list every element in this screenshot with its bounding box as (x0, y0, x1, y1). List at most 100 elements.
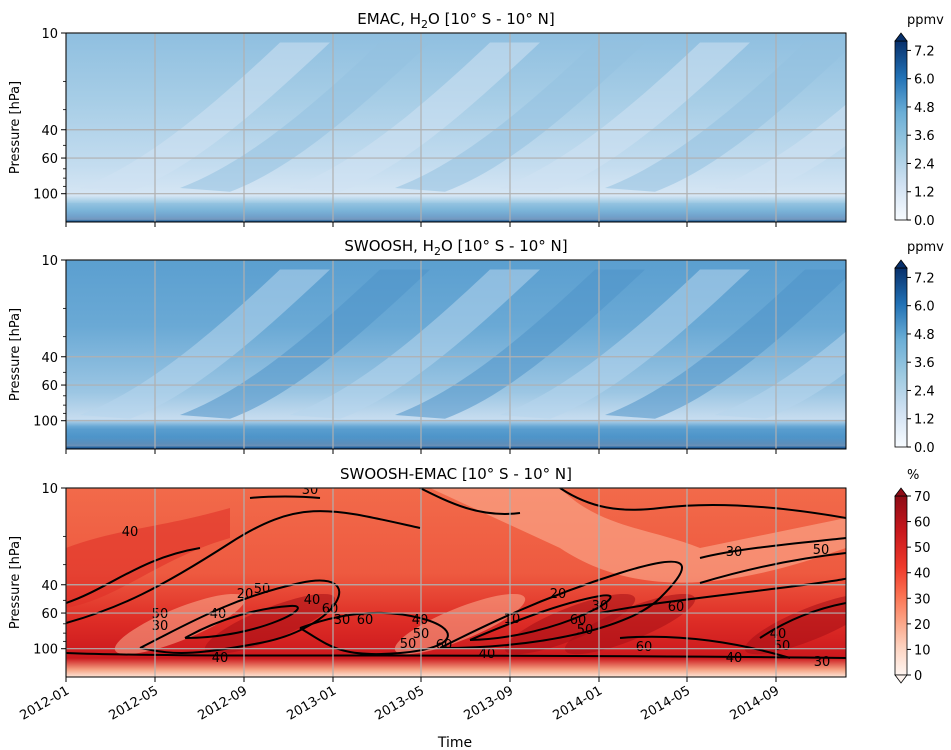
colorbar-unit: ppmv (907, 13, 944, 28)
contour-line (599, 577, 846, 614)
field-band (430, 488, 846, 583)
plot-frame (65, 487, 847, 678)
contour-line (66, 510, 421, 624)
y-tick-label: 10 (41, 482, 58, 497)
x-tick-label: 2014-01 (550, 683, 605, 723)
contour-label: 30 (152, 619, 169, 634)
contour-line (249, 495, 321, 499)
contour-line (619, 635, 791, 659)
field-blob (564, 593, 696, 655)
contour-label: 20 (237, 587, 254, 602)
x-tick-label: 2013-01 (284, 683, 339, 723)
contour-label: 30 (814, 655, 831, 670)
contour-line (66, 652, 846, 659)
colorbar-bar (894, 40, 908, 221)
contour-label: 60 (357, 613, 374, 628)
colorbar-tick-label: 30 (914, 592, 931, 607)
contour-label: 40 (212, 651, 229, 666)
field-band (395, 269, 645, 419)
colorbar-tick-label: 20 (914, 618, 931, 633)
panel-1: EMAC, H2O [10° S - 10° N] 10 40 60 100 Pressu… (8, 10, 944, 229)
colorbar-extend-max (894, 259, 908, 269)
contour-label: 40 (304, 593, 321, 608)
colorbar-tick-label: 6.0 (914, 73, 935, 88)
y-tick-label: 100 (33, 643, 58, 658)
y-tick-label: 60 (41, 152, 58, 167)
colorbar-tick-label: 0 (914, 669, 922, 684)
colorbar-tick-label: 60 (914, 516, 931, 531)
colorbar-tick-label: 10 (914, 643, 931, 658)
field-band (715, 331, 846, 419)
contour-label: 60 (570, 613, 587, 628)
field-band (66, 508, 230, 608)
x-tick-label: 2014-09 (727, 683, 782, 723)
contour-label: 50 (577, 623, 594, 638)
panel-title: EMAC, H2O [10° S - 10° N] (357, 10, 554, 31)
y-tick-label: 60 (41, 379, 58, 394)
field-blob (394, 593, 526, 655)
colorbar-tick-label: 7.2 (914, 44, 935, 59)
y-tick-label: 40 (41, 124, 58, 139)
field-band (715, 104, 846, 192)
colorbar-tick-label: 4.8 (914, 101, 935, 116)
y-axis-label: Pressure [hPa] (8, 536, 23, 629)
contour-label: 40 (412, 613, 429, 628)
colorbar-bar (894, 495, 908, 676)
contour-label: 20 (550, 587, 567, 602)
colorbar-tick-label: 0.0 (914, 441, 935, 456)
colorbar-tick-label: 0.0 (914, 214, 935, 229)
colorbar-tick-label: 1.2 (914, 186, 935, 201)
contour-label: 50 (813, 543, 830, 558)
colorbar-tick-label: 3.6 (914, 129, 935, 144)
contour-line (299, 611, 449, 656)
colorbar-tick-label: 7.2 (914, 271, 935, 286)
colorbar-extend-max (894, 487, 908, 497)
colorbar-tick-label: 1.2 (914, 413, 935, 428)
y-tick-label: 100 (33, 188, 58, 203)
field-band (395, 42, 645, 192)
contour-label: 60 (636, 640, 653, 655)
contour-line (559, 488, 846, 519)
plot-frame (65, 259, 847, 450)
panel-title: SWOOSH-EMAC [10° S - 10° N] (340, 465, 572, 483)
contour-line (419, 488, 521, 515)
contour-label: 30 (726, 545, 743, 560)
field-blob (114, 593, 246, 655)
panel-title: SWOOSH, H2O [10° S - 10° N] (344, 237, 567, 258)
y-axis-label: Pressure [hPa] (8, 308, 23, 401)
colorbar-extend-max (894, 32, 908, 42)
field-band (290, 42, 540, 192)
contour-label: 50 (774, 639, 791, 654)
y-tick-label: 40 (41, 351, 58, 366)
contour-label: 60 (436, 638, 453, 653)
colorbar-bar (894, 267, 908, 448)
colorbar-tick-label: 50 (914, 541, 931, 556)
contour-line (139, 579, 341, 654)
y-tick-label: 10 (41, 254, 58, 269)
contour-line (439, 560, 683, 649)
contour-label: 60 (668, 600, 685, 615)
colorbar-tick-label: 2.4 (914, 384, 935, 399)
x-tick-label: 2012-09 (195, 683, 250, 723)
field-blob (504, 593, 636, 655)
field-band (180, 42, 430, 192)
contour-line (66, 547, 201, 604)
field-band (180, 269, 430, 419)
colorbar-unit: % (907, 468, 919, 483)
contour-label: 50 (254, 582, 271, 597)
contour-line (699, 552, 846, 584)
colorbar: % 70 60 50 40 30 20 10 0 (894, 468, 931, 684)
x-tick-label: 2012-05 (106, 683, 161, 723)
x-tick-label: 2013-05 (372, 683, 427, 723)
field-band (290, 269, 540, 419)
contour-label: 40 (210, 607, 227, 622)
colorbar-extend-min (894, 674, 908, 684)
field-band (605, 269, 846, 419)
field-blob (744, 593, 846, 655)
field-band (80, 269, 330, 419)
contour-label: 30 (302, 483, 319, 498)
x-tick-label: 2013-09 (461, 683, 516, 723)
